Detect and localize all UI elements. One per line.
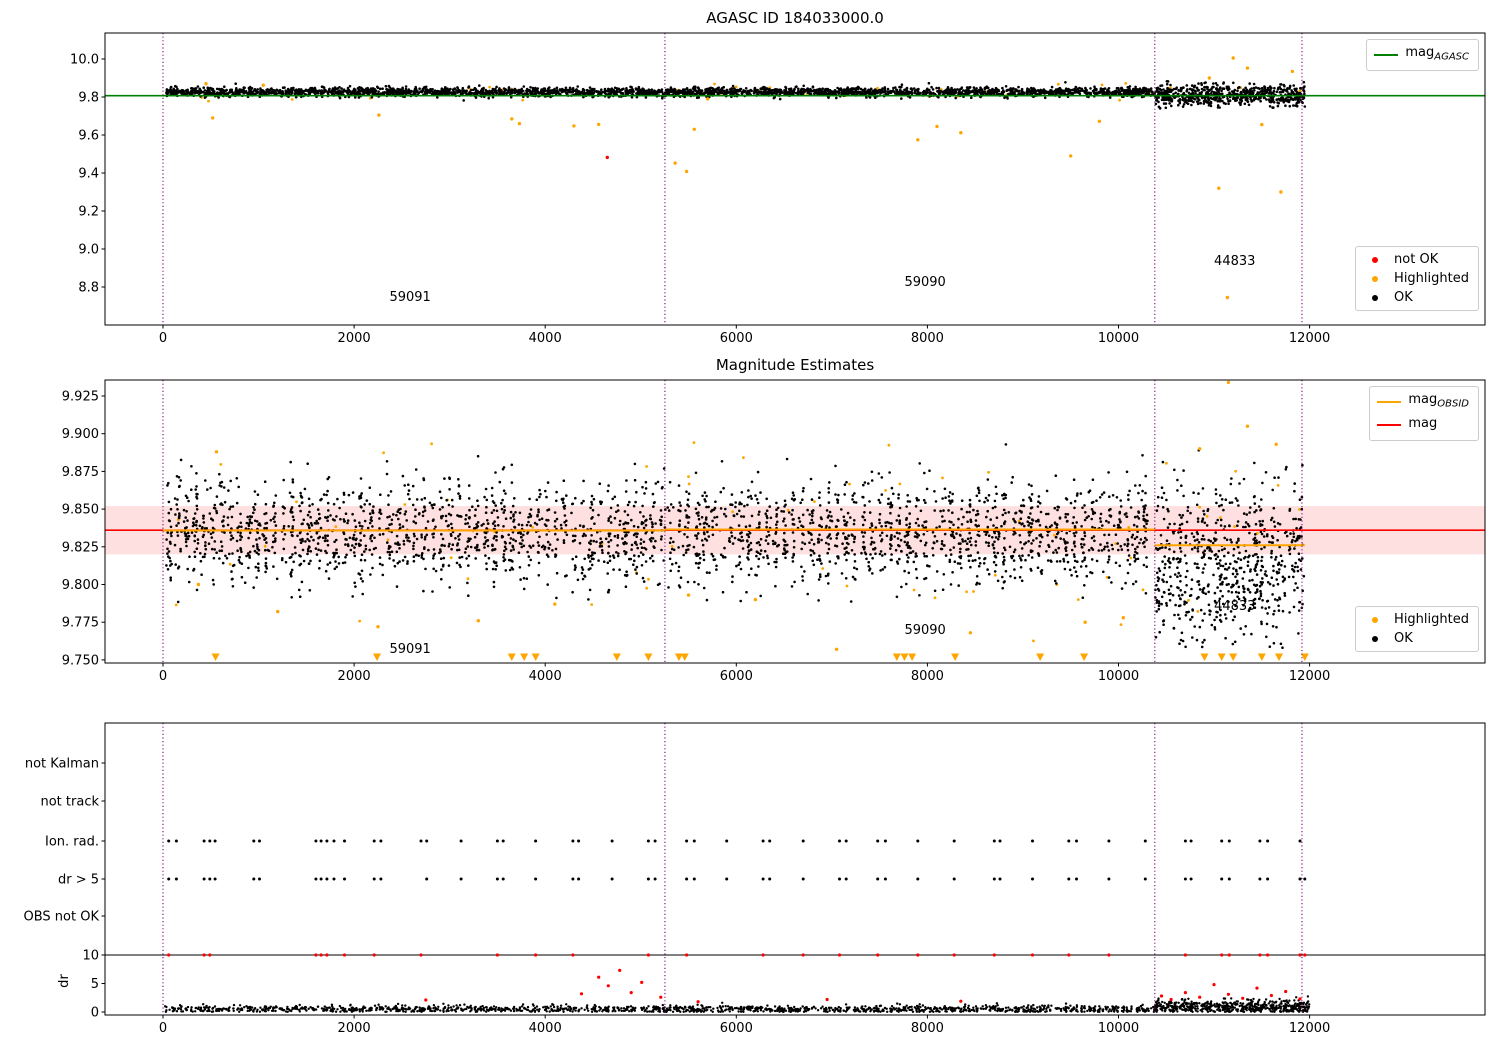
y-tick-label: 9.925 — [62, 390, 99, 405]
x-tick-label: 2000 — [338, 1021, 371, 1036]
x-tick-label: 0 — [159, 1021, 167, 1036]
x-tick-label: 6000 — [720, 669, 753, 684]
legend-mag-agasc: magAGASC — [1366, 39, 1479, 71]
dr-gt5-flag-points — [167, 877, 1307, 881]
plot3-obsid-vlines — [162, 723, 1303, 1015]
x-tick-label: 12000 — [1289, 669, 1330, 684]
legend-point-classes-plot1: not OK Highlighted OK — [1355, 246, 1479, 311]
black-dot-swatch — [1372, 294, 1379, 301]
x-tick-label: 12000 — [1289, 331, 1330, 346]
plot1-title: AGASC ID 184033000.0 — [706, 9, 884, 27]
plot2-title: Magnitude Estimates — [715, 356, 875, 374]
x-tick-label: 4000 — [529, 669, 562, 684]
dr-axis-label: dr — [57, 974, 72, 988]
annotation-obsid-59091: 59091 — [389, 290, 431, 306]
dr-tick-label: 5 — [91, 977, 99, 992]
orange-dot-swatch — [1372, 275, 1379, 282]
plot1-highlighted-points — [204, 56, 1295, 300]
y-tick-label: 9.8 — [78, 91, 99, 106]
y-tick-label: 9.800 — [62, 578, 99, 593]
plot1-not-ok-points — [605, 155, 609, 160]
flag-row-label: dr > 5 — [58, 873, 99, 888]
x-tick-label: 2000 — [338, 331, 371, 346]
y-tick-label: 9.2 — [78, 205, 99, 220]
x-tick-label: 6000 — [720, 331, 753, 346]
x-tick-label: 8000 — [911, 331, 944, 346]
plot2-magnitude-estimates: 0 2000 4000 6000 8000 10000 12000 9.925 9.900 9.8… — [62, 379, 1486, 684]
x-tick-label: 12000 — [1289, 1021, 1330, 1036]
legend-entry: OK — [1363, 631, 1469, 646]
y-tick-label: 9.750 — [62, 653, 99, 668]
plot2-ok-points — [165, 443, 1306, 649]
annotation-obsid-59091: 59091 — [389, 641, 431, 657]
x-tick-label: 8000 — [911, 1021, 944, 1036]
flag-row-label: Ion. rad. — [45, 835, 99, 850]
legend-entry: mag — [1377, 416, 1469, 436]
annotation-obsid-59090: 59090 — [904, 274, 946, 290]
flag-row-label: not Kalman — [25, 757, 99, 772]
legend-entry: magAGASC — [1374, 45, 1469, 65]
y-tick-label: 9.775 — [62, 616, 99, 631]
plot1-obsid-vlines — [162, 33, 1303, 325]
legend-entry: Highlighted — [1363, 271, 1469, 286]
x-tick-label: 2000 — [338, 669, 371, 684]
y-tick-label: 8.8 — [78, 281, 99, 296]
dr-tick-label: 10 — [82, 949, 99, 964]
flag-row-label: OBS not OK — [24, 910, 100, 925]
plot2-highlighted-points — [196, 380, 1278, 651]
y-tick-label: 9.0 — [78, 243, 99, 258]
dr-ok-points — [163, 995, 1311, 1013]
legend-entry: magOBSID — [1377, 392, 1469, 412]
dr-not-ok-points — [167, 953, 1307, 1004]
legend-entry: not OK — [1363, 252, 1469, 267]
legend-mag-lines: magOBSID mag — [1369, 386, 1479, 442]
x-tick-label: 0 — [159, 331, 167, 346]
annotation-obsid-59090: 59090 — [904, 622, 946, 638]
annotation-obsid-44833: 44833 — [1214, 254, 1256, 270]
x-tick-label: 0 — [159, 669, 167, 684]
plot1-ok-points — [165, 80, 1307, 110]
black-dot-swatch — [1372, 635, 1379, 642]
x-tick-label: 10000 — [1098, 331, 1139, 346]
x-tick-label: 8000 — [911, 669, 944, 684]
red-line-swatch — [1377, 424, 1402, 427]
x-tick-label: 4000 — [529, 331, 562, 346]
y-tick-label: 9.875 — [62, 465, 99, 480]
plot2-obsid-vlines — [162, 380, 1303, 663]
annotation-obsid-44833: 44833 — [1214, 599, 1256, 615]
orange-dot-swatch — [1372, 616, 1379, 623]
x-tick-label: 10000 — [1098, 669, 1139, 684]
y-tick-label: 9.850 — [62, 503, 99, 518]
plot3-flags-and-dr: 0 2000 4000 6000 8000 10000 12000 not Kalman not… — [24, 722, 1486, 1036]
plot2-clipped-low-triangles — [211, 653, 1309, 661]
legend-point-classes-plot2: Highlighted OK — [1355, 606, 1479, 652]
y-tick-label: 10.0 — [70, 53, 99, 68]
flag-row-label: not track — [40, 795, 99, 810]
y-tick-label: 9.825 — [62, 540, 99, 555]
legend-entry: OK — [1363, 290, 1469, 305]
dr-tick-label: 0 — [91, 1006, 99, 1021]
red-dot-swatch — [1372, 256, 1379, 263]
orange-line-swatch — [1377, 400, 1402, 403]
green-line-swatch — [1374, 53, 1399, 56]
plot1-agasc-mag: 0 2000 4000 6000 8000 10000 12000 10.0 9.8 9.6 9.4… — [70, 32, 1486, 346]
y-tick-label: 9.4 — [78, 167, 99, 182]
x-tick-label: 6000 — [720, 1021, 753, 1036]
x-tick-label: 4000 — [529, 1021, 562, 1036]
y-tick-label: 9.6 — [78, 129, 99, 144]
y-tick-label: 9.900 — [62, 427, 99, 442]
legend-entry: Highlighted — [1363, 612, 1469, 627]
x-tick-label: 10000 — [1098, 1021, 1139, 1036]
ion-rad-flag-points — [167, 839, 1302, 843]
